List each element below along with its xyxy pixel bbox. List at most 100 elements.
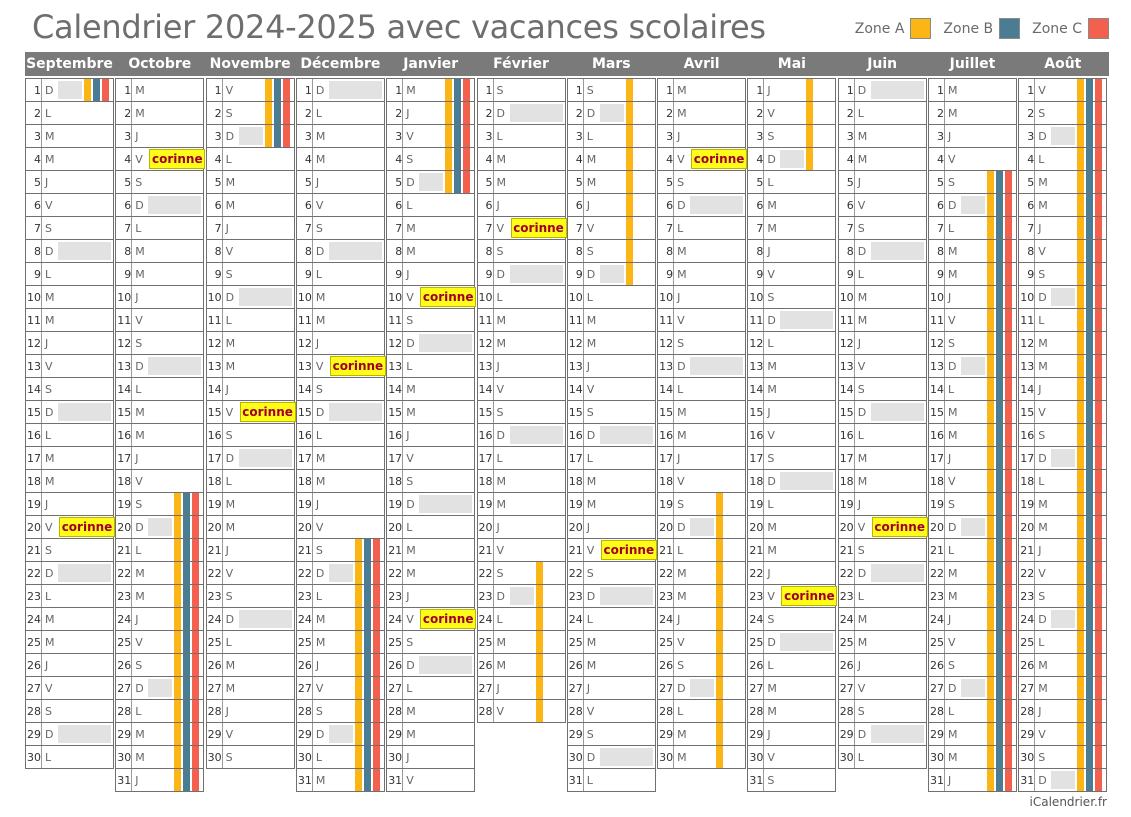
day-cell[interactable]: 28 L — [928, 699, 1017, 723]
event-label[interactable]: corinne — [600, 540, 657, 560]
day-cell[interactable]: 22 M — [386, 561, 476, 585]
day-cell[interactable]: 23 D — [476, 584, 566, 608]
day-cell[interactable]: 12 M — [205, 331, 295, 355]
day-cell[interactable]: 11 M — [295, 308, 385, 332]
day-cell[interactable]: 27 M — [747, 676, 837, 700]
day-cell[interactable]: 23 S — [1018, 584, 1108, 608]
day-cell[interactable]: 27 M — [205, 676, 295, 700]
day-cell[interactable]: 24 J — [928, 607, 1017, 631]
day-cell[interactable]: 12 M — [566, 331, 656, 355]
day-cell[interactable]: 22 J — [747, 561, 837, 585]
day-cell[interactable]: 10 M — [25, 285, 114, 309]
day-cell[interactable]: 15 D — [295, 400, 385, 424]
day-cell[interactable]: 16 V — [747, 423, 837, 447]
day-cell[interactable]: 29 D — [837, 722, 927, 746]
day-cell[interactable]: 20 J — [566, 515, 656, 539]
day-cell[interactable]: 28 S — [25, 699, 114, 723]
day-cell[interactable]: 29 S — [566, 722, 656, 746]
day-cell[interactable]: 14 J — [205, 377, 295, 401]
day-cell[interactable]: 23 L — [25, 584, 114, 608]
day-cell[interactable]: 15 S — [566, 400, 656, 424]
day-cell[interactable]: 27 D — [657, 676, 747, 700]
day-cell[interactable]: 19 L — [747, 492, 837, 516]
day-cell[interactable]: 22 M — [928, 561, 1017, 585]
day-cell[interactable]: 10 D — [1018, 285, 1108, 309]
day-cell[interactable]: 27 D — [115, 676, 205, 700]
day-cell[interactable]: 10 J — [928, 285, 1017, 309]
day-cell[interactable]: 13 M — [1018, 354, 1108, 378]
day-cell[interactable]: 22 S — [476, 561, 566, 585]
day-cell[interactable]: 11 L — [1018, 308, 1108, 332]
day-cell[interactable]: 21 S — [295, 538, 385, 562]
day-cell[interactable]: 31 L — [566, 768, 656, 792]
day-cell[interactable]: 26 J — [25, 653, 114, 677]
day-cell[interactable]: 30 M — [115, 745, 205, 769]
day-cell[interactable]: 22 D — [25, 561, 114, 585]
day-cell[interactable]: 21 L — [928, 538, 1017, 562]
day-cell[interactable]: 24 M — [837, 607, 927, 631]
day-cell[interactable]: 12 J — [837, 331, 927, 355]
day-cell[interactable]: 27 V — [25, 676, 114, 700]
day-cell[interactable]: 24 D — [205, 607, 295, 631]
day-cell[interactable]: 20 L — [386, 515, 476, 539]
day-cell[interactable]: 23 J — [386, 584, 476, 608]
day-cell[interactable]: 28 S — [837, 699, 927, 723]
day-cell[interactable]: 26 M — [566, 653, 656, 677]
day-cell[interactable]: 30 S — [1018, 745, 1108, 769]
day-cell[interactable]: 14 J — [1018, 377, 1108, 401]
day-cell[interactable]: 11 L — [205, 308, 295, 332]
day-cell[interactable]: 21 S — [837, 538, 927, 562]
day-cell[interactable]: 18 S — [386, 469, 476, 493]
day-cell[interactable]: 20 J — [476, 515, 566, 539]
day-cell[interactable]: 14 V — [566, 377, 656, 401]
event-label[interactable]: corinne — [781, 586, 838, 606]
day-cell[interactable]: 12 J — [295, 331, 385, 355]
day-cell[interactable]: 28 J — [205, 699, 295, 723]
day-cell[interactable]: 29 M — [386, 722, 476, 746]
day-cell[interactable]: 15 M — [386, 400, 476, 424]
day-cell[interactable]: 16 S — [1018, 423, 1108, 447]
day-cell[interactable]: 30 D — [566, 745, 656, 769]
day-cell[interactable]: 12 M — [476, 331, 566, 355]
day-cell[interactable]: 31 J — [928, 768, 1017, 792]
day-cell[interactable]: 13 D — [115, 354, 205, 378]
day-cell[interactable]: 16 D — [566, 423, 656, 447]
day-cell[interactable]: 10 L — [566, 285, 656, 309]
day-cell[interactable]: 25 V — [115, 630, 205, 654]
day-cell[interactable]: 29 M — [657, 722, 747, 746]
day-cell[interactable]: 14 L — [657, 377, 747, 401]
day-cell[interactable]: 16 L — [25, 423, 114, 447]
day-cell[interactable]: 31 M — [295, 768, 385, 792]
day-cell[interactable]: 17 L — [566, 446, 656, 470]
day-cell[interactable]: 17 D — [205, 446, 295, 470]
